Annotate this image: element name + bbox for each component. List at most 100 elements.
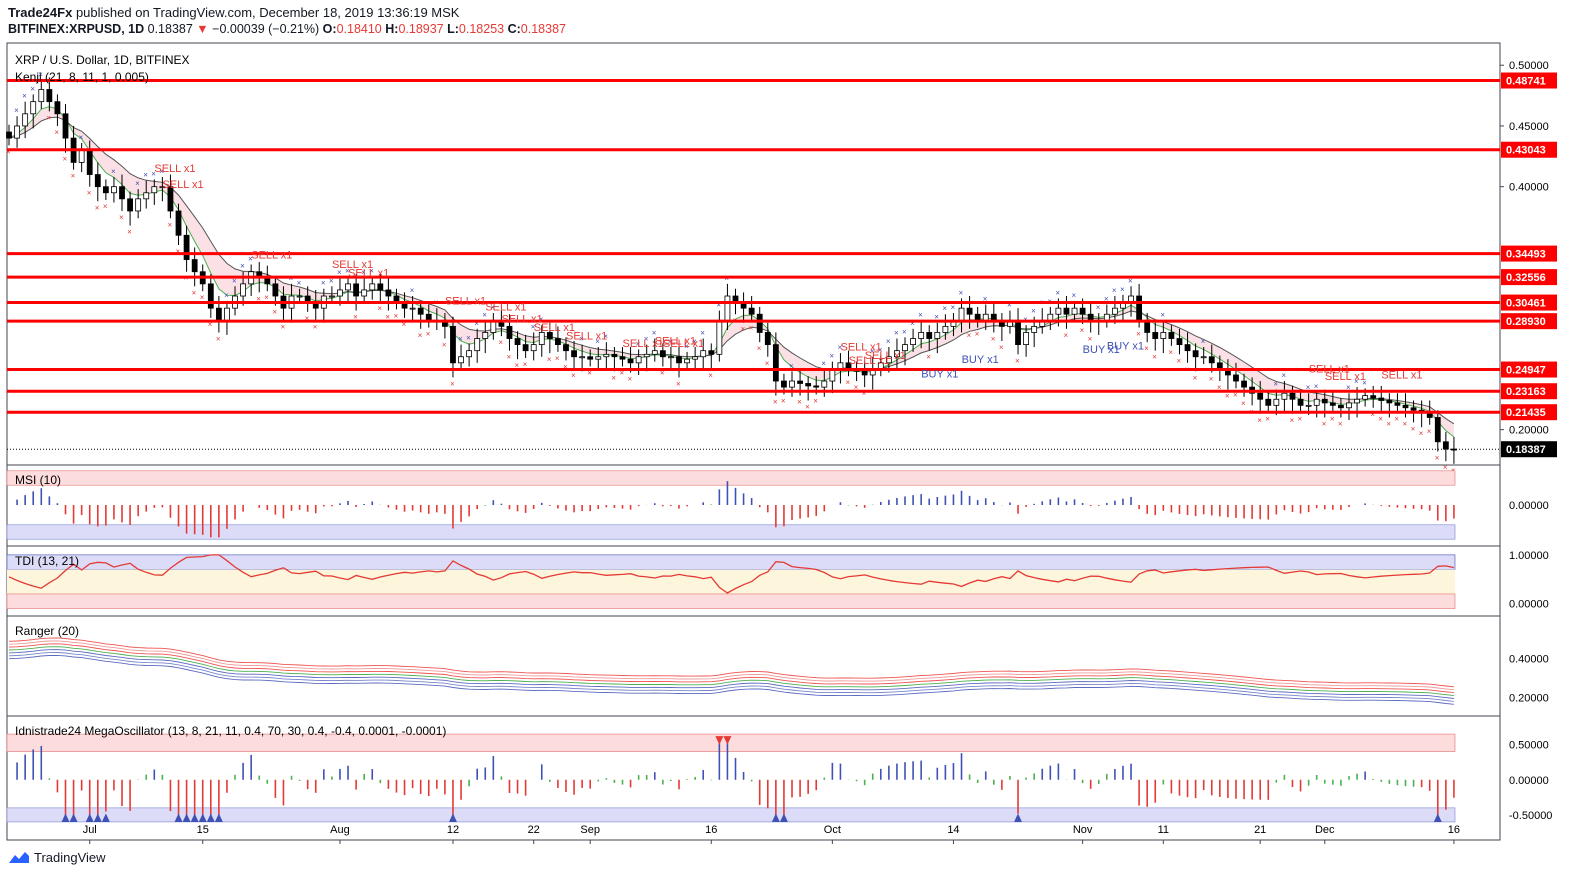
sell-signal-label: SELL x1 (1309, 364, 1350, 376)
candle-body (1386, 400, 1393, 404)
kenji-marker: × (450, 379, 455, 388)
kenji-marker: × (1015, 356, 1020, 365)
publisher-name[interactable]: Trade24Fx (8, 5, 73, 20)
mo-buy-triangle (214, 813, 223, 822)
candle-body (635, 356, 642, 364)
kenji-marker: × (30, 84, 35, 93)
candle-body (1321, 398, 1328, 404)
sell-signal-label: SELL x1 (566, 331, 607, 343)
ranger-line (8, 649, 1454, 699)
kenji-marker: × (1394, 415, 1399, 424)
kenji-marker: × (1144, 344, 1149, 353)
ohlc-line: BITFINEX:XRPUSD, 1D 0.18387 ▼ −0.00039 (… (8, 22, 566, 36)
kenji-marker: × (668, 337, 673, 346)
sell-signal-label: SELL x1 (332, 259, 373, 271)
candle-body (974, 313, 981, 321)
kenji-marker: × (1338, 419, 1343, 428)
x-tick-label: 11 (1158, 824, 1169, 836)
candle-body (1200, 356, 1207, 359)
candle-body (1023, 332, 1029, 346)
candle-body (191, 259, 198, 273)
kenji-marker: × (458, 335, 463, 344)
kenji-marker: × (846, 378, 851, 387)
mo-buy-triangle (85, 813, 94, 822)
candle-body (837, 362, 844, 370)
kenji-marker: × (361, 268, 366, 277)
candle-body (1055, 307, 1062, 315)
candle-body (361, 289, 368, 297)
last-price-label: 0.18387 (1506, 444, 1546, 456)
kenji-marker: × (975, 330, 980, 339)
candle-body (1362, 395, 1369, 400)
candle-body (1152, 332, 1159, 339)
kenji-marker: × (1306, 383, 1311, 392)
sell-signal-label: SELL x1 (623, 338, 664, 350)
kenji-marker: × (377, 304, 382, 313)
level-price-tag (1501, 313, 1557, 330)
pane-title: TDI (13, 21) (15, 554, 79, 568)
kenji-marker: × (1435, 453, 1440, 462)
kenji-marker: × (708, 371, 713, 380)
kenji-marker: × (789, 361, 794, 370)
candle-body (417, 307, 424, 315)
candle-body (183, 234, 190, 260)
kenji-marker: × (385, 313, 390, 322)
y-tick-label: 0.20000 (1509, 692, 1549, 704)
level-price-tag (1501, 245, 1557, 262)
kenji-marker: × (22, 92, 27, 101)
sell-signal-label: SELL x1 (849, 355, 890, 367)
kenji-marker: × (813, 396, 818, 405)
candle-body (466, 350, 473, 358)
candle-body (337, 289, 343, 297)
mo-buy-triangle (448, 813, 457, 822)
kenji-marker: × (757, 344, 762, 353)
mo-buy-triangle (61, 813, 70, 822)
candle-body (1402, 404, 1409, 409)
brand-name[interactable]: TradingView (34, 850, 106, 865)
level-price-label: 0.24947 (1506, 365, 1546, 377)
sell-signal-label: SELL x1 (501, 314, 542, 326)
candle-body (724, 295, 731, 321)
kenji-marker: × (918, 310, 923, 319)
candle-body (772, 344, 779, 382)
kenji-fast-line (8, 106, 1455, 438)
kenji-marker: × (660, 368, 665, 377)
open-label: O: (322, 22, 337, 36)
ranger-line (8, 654, 1454, 705)
candle-body (135, 198, 142, 212)
candle-body (167, 186, 174, 212)
kenji-marker: × (603, 332, 608, 341)
kenji-marker: × (167, 220, 172, 229)
candle-body (1079, 307, 1086, 315)
candle-body (14, 125, 20, 139)
kenji-marker: × (1273, 380, 1278, 389)
kenji-marker: × (684, 342, 689, 351)
kenji-marker: × (1055, 288, 1060, 297)
kenji-marker: × (579, 335, 584, 344)
candle-body (1394, 402, 1401, 406)
candle-body (619, 356, 626, 360)
kenji-marker: × (700, 329, 705, 338)
chart-title: XRP / U.S. Dollar, 1D, BITFINEX (15, 53, 190, 67)
mo-buy-triangle (190, 813, 199, 822)
ranger-line (8, 646, 1454, 697)
candle-body (756, 313, 763, 333)
mo-buy-triangle (93, 813, 102, 822)
mo-buy-triangle (198, 813, 207, 822)
kenji-marker: × (595, 337, 600, 346)
candle-body (377, 283, 384, 291)
candle-body (1378, 397, 1385, 401)
candle-body (942, 325, 949, 333)
pane-title: MSI (10) (15, 473, 61, 487)
candle-body (821, 380, 828, 388)
kenji-marker: × (1362, 378, 1367, 387)
kenji-marker: × (297, 279, 302, 288)
price-change: −0.00039 (−0.21%) (212, 22, 320, 36)
mo-buy-triangle (779, 813, 788, 822)
candle-body (240, 283, 246, 297)
candle-body (1015, 319, 1021, 346)
kenji-marker: × (474, 319, 479, 328)
ranger-line (8, 640, 1454, 691)
kenji-marker: × (829, 352, 834, 361)
